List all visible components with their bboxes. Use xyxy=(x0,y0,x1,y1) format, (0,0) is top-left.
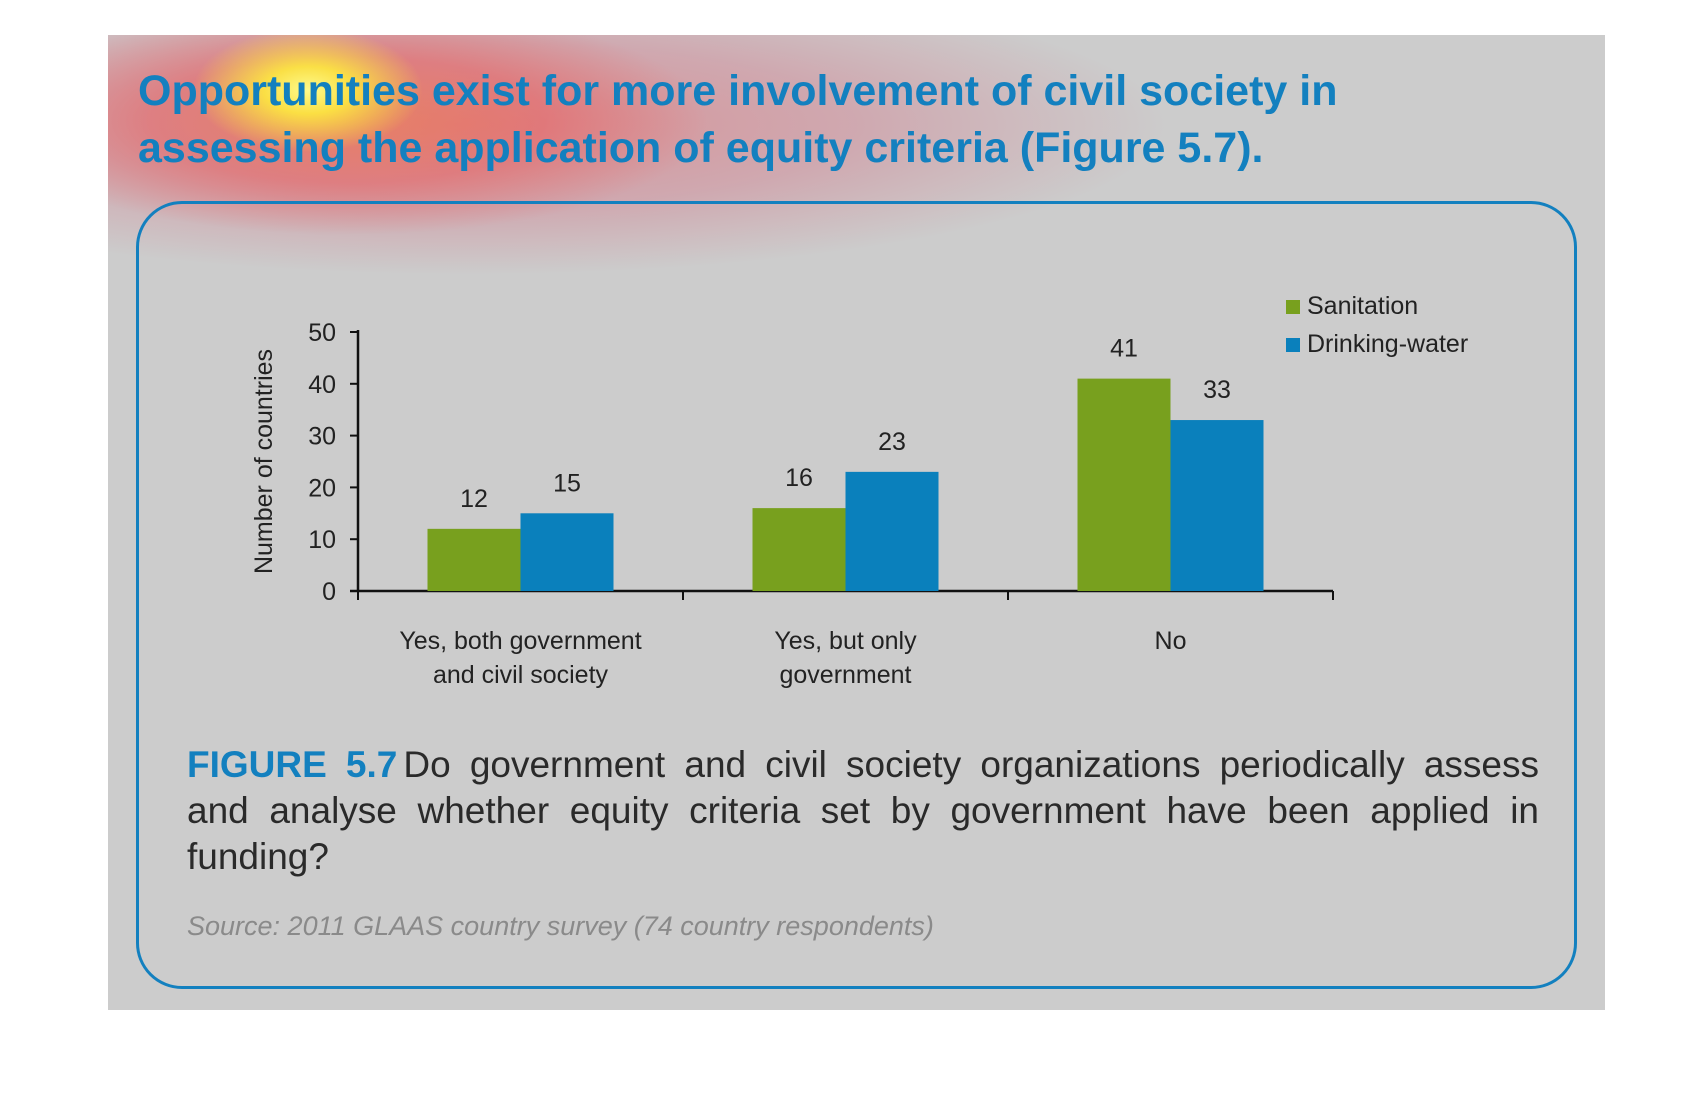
figure-label: FIGURE 5.7 xyxy=(187,744,398,785)
headline-line-1: Opportunities exist for more involvement… xyxy=(138,67,1338,115)
bar-drinking-water-1 xyxy=(845,471,939,591)
source-note: Source: 2011 GLAAS country survey (74 co… xyxy=(187,911,934,941)
y-tick-label: 10 xyxy=(308,526,336,554)
y-axis-title: Number of countries xyxy=(250,349,278,574)
category-label-line: Yes, but only xyxy=(774,627,917,655)
bar-value-label: 16 xyxy=(785,464,813,492)
figure-frame xyxy=(136,201,1577,989)
y-tick-label: 50 xyxy=(308,319,336,347)
headline: Opportunities exist for more involvement… xyxy=(138,63,1588,177)
bar-value-label: 15 xyxy=(553,469,581,497)
y-tick-label: 0 xyxy=(322,578,336,606)
category-label-line: No xyxy=(1155,627,1187,655)
bar-chart: 0 10 20 30 40 50 Number of countries 12 15 Yes, b… xyxy=(250,292,1468,689)
bar-value-label: 12 xyxy=(460,485,488,513)
legend-swatch xyxy=(1286,300,1300,314)
bar-sanitation-2 xyxy=(1077,378,1171,591)
category-label-line: Yes, both government xyxy=(399,627,641,655)
bar-drinking-water-2 xyxy=(1170,420,1264,591)
category-label-line: government xyxy=(779,661,911,689)
figure-caption: FIGURE 5.7 Do government and civil societ… xyxy=(187,742,1539,880)
category-label: No xyxy=(1155,627,1187,655)
y-tick-label: 40 xyxy=(308,371,336,399)
bar-value-label: 33 xyxy=(1203,376,1231,404)
y-tick-label: 30 xyxy=(308,423,336,451)
bar-sanitation-1 xyxy=(752,508,846,591)
bar-drinking-water-0 xyxy=(520,513,614,591)
legend-label: Drinking-water xyxy=(1307,330,1468,358)
bar-sanitation-0 xyxy=(427,528,521,591)
bar-value-label: 23 xyxy=(878,428,906,456)
category-label: Yes, both government and civil society xyxy=(399,627,641,689)
category-label-line: and civil society xyxy=(433,661,609,689)
headline-line-2: assessing the application of equity crit… xyxy=(138,124,1264,172)
slide-panel: Opportunities exist for more involvement… xyxy=(108,35,1605,1010)
legend-label: Sanitation xyxy=(1307,292,1418,320)
category-label: Yes, but only government xyxy=(774,627,917,689)
figure-caption-text: Do government and civil society organiza… xyxy=(187,744,1539,877)
legend-swatch xyxy=(1286,338,1300,352)
bar-value-label: 41 xyxy=(1110,335,1138,363)
y-tick-label: 20 xyxy=(308,474,336,502)
